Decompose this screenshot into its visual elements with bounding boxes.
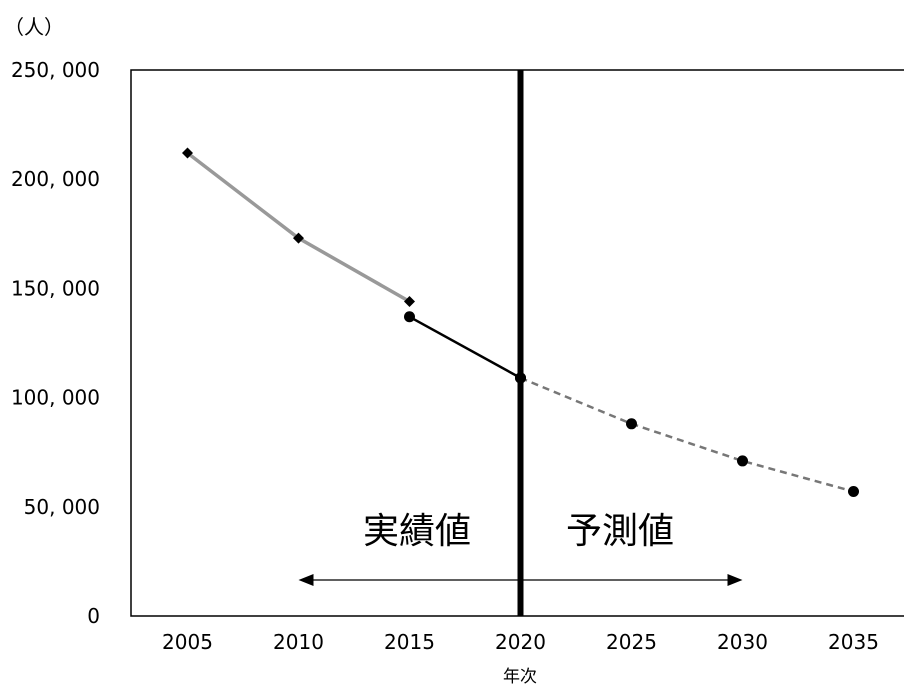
actual-value-label: 実績値 — [363, 511, 471, 552]
x-axis-title: 年次 — [503, 667, 537, 687]
y-tick-label: 0 — [87, 604, 100, 628]
data-point-actual — [404, 311, 415, 323]
y-axis-ticks: 0 50, 000 100, 000 150, 000 200, 000 250, 000 — [11, 58, 100, 628]
forecast-value-label: 予測値 — [566, 511, 674, 552]
x-tick-label: 2005 — [162, 630, 213, 654]
plot-area-frame — [130, 69, 904, 617]
period-arrow — [298, 574, 743, 586]
x-tick-label: 2035 — [828, 630, 879, 654]
series-line-forecast — [520, 376, 854, 493]
x-tick-label: 2030 — [717, 630, 768, 654]
data-point-forecast — [848, 486, 859, 498]
x-tick-label: 2025 — [606, 630, 657, 654]
x-tick-label: 2015 — [384, 630, 435, 654]
data-point-past — [404, 296, 415, 308]
series-line-actual — [408, 315, 522, 380]
data-point-forecast — [737, 455, 748, 467]
y-unit-label: （人） — [4, 15, 64, 39]
x-axis-ticks: 2005 2010 2015 2020 2025 2030 2035 — [162, 630, 879, 654]
data-point-forecast — [626, 418, 637, 430]
x-tick-label: 2020 — [495, 630, 546, 654]
series-line-past — [186, 151, 411, 304]
arrow-head-left — [298, 574, 314, 586]
y-tick-label: 100, 000 — [11, 386, 100, 410]
x-tick-label: 2010 — [273, 630, 324, 654]
data-point-past — [293, 232, 304, 244]
y-tick-label: 250, 000 — [11, 58, 100, 82]
y-tick-label: 150, 000 — [11, 276, 100, 300]
y-tick-label: 200, 000 — [11, 167, 100, 191]
y-tick-label: 50, 000 — [24, 495, 100, 519]
arrow-head-right — [727, 574, 743, 586]
data-point-past — [182, 147, 193, 159]
